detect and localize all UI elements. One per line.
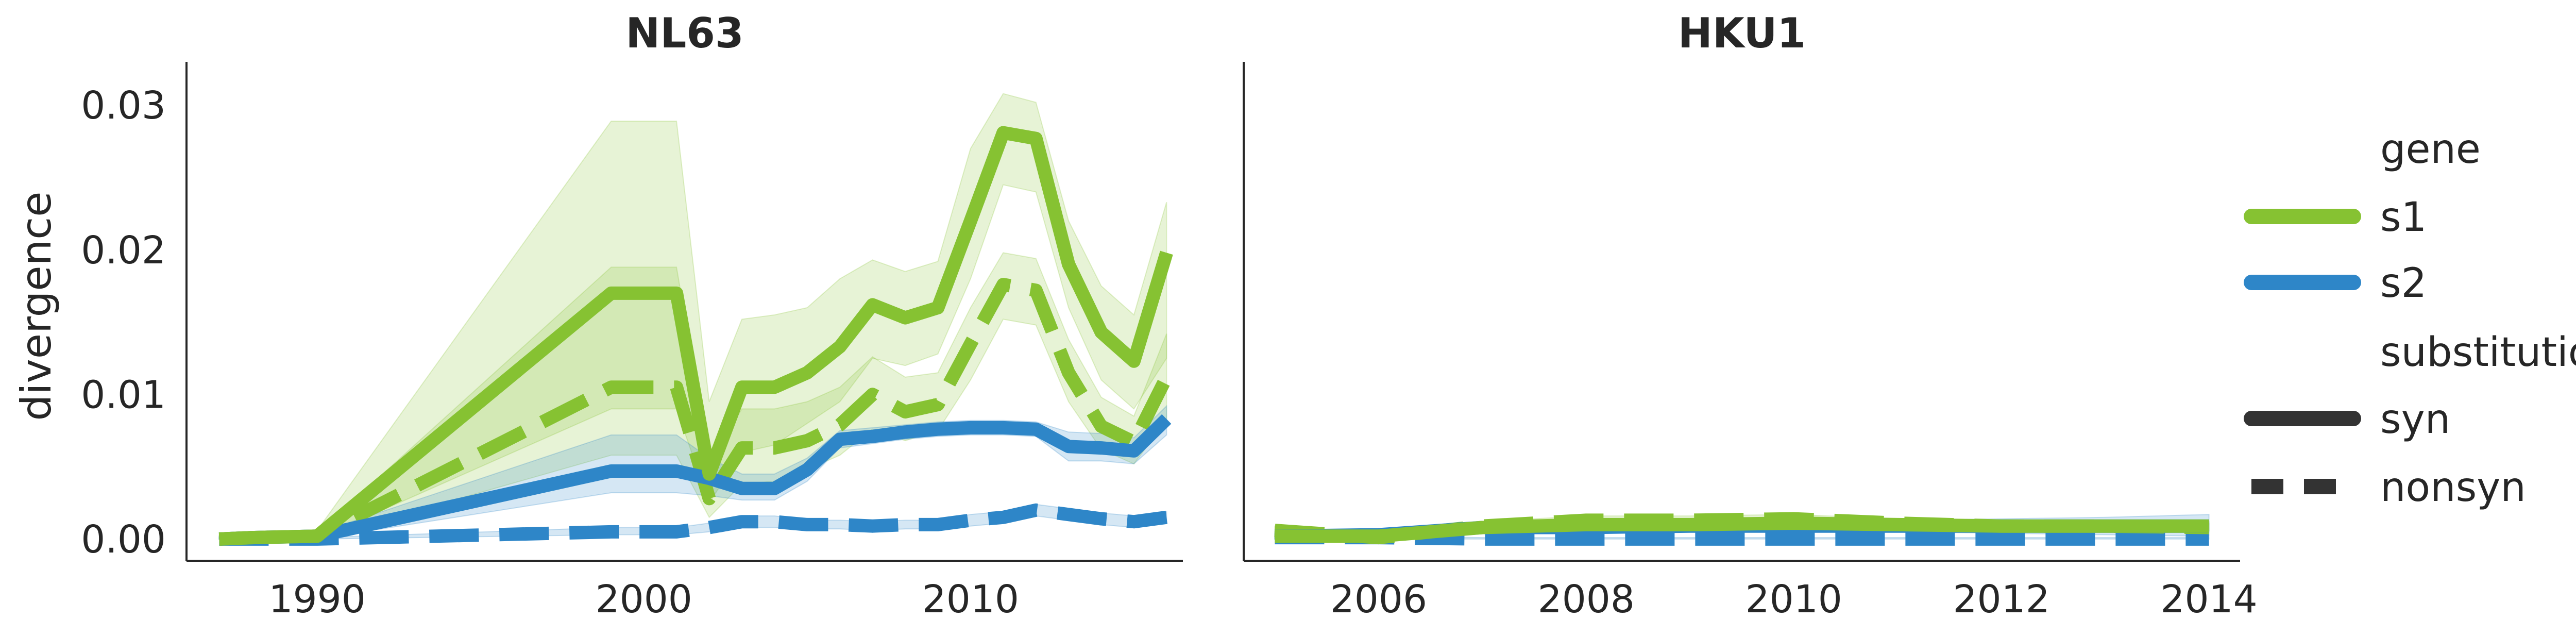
x-tick-label: 1990 bbox=[268, 577, 365, 622]
x-tick-label: 2010 bbox=[1745, 577, 1842, 622]
panel-title: HKU1 bbox=[1678, 9, 1806, 57]
y-tick-label: 0.01 bbox=[81, 373, 166, 417]
panel-title: NL63 bbox=[625, 9, 743, 57]
panel-nl63: NL63 1990 2000 2010 0.00 0.01 0.02 0.03 divergen… bbox=[12, 9, 1183, 622]
x-tick-label: 2006 bbox=[1330, 577, 1427, 622]
y-axis-title: divergence bbox=[12, 192, 60, 421]
legend-title: gene bbox=[2380, 126, 2481, 173]
legend: gene s1 s2 substitution syn nonsyn bbox=[2244, 126, 2576, 511]
legend-label-syn: syn bbox=[2380, 396, 2450, 443]
legend-title: substitution bbox=[2380, 329, 2576, 376]
x-tick-label: 2008 bbox=[1538, 577, 1635, 622]
y-tick-label: 0.02 bbox=[81, 228, 166, 273]
plot-area bbox=[1274, 512, 2210, 546]
series-line-s2-nonsyn bbox=[219, 503, 1168, 546]
x-tick-label: 2000 bbox=[596, 577, 692, 622]
y-tick-label: 0.03 bbox=[81, 83, 166, 128]
panel-hku1: HKU1 2006 2008 2010 2012 2014 bbox=[1243, 9, 2258, 622]
x-tick-label: 2012 bbox=[1953, 577, 2049, 622]
series-line-s1-syn bbox=[218, 126, 1173, 546]
legend-label-s1: s1 bbox=[2380, 194, 2427, 241]
plot-area bbox=[218, 93, 1173, 546]
legend-label-s2: s2 bbox=[2380, 260, 2427, 307]
y-tick-label: 0.00 bbox=[81, 517, 166, 562]
series-line-s1-syn bbox=[1275, 516, 2209, 543]
series-line-s1-nonsyn bbox=[218, 278, 1173, 546]
x-tick-label: 2014 bbox=[2160, 577, 2257, 622]
x-tick-label: 2010 bbox=[922, 577, 1019, 622]
series-line-s2-syn bbox=[218, 414, 1172, 546]
legend-label-nonsyn: nonsyn bbox=[2380, 464, 2526, 511]
